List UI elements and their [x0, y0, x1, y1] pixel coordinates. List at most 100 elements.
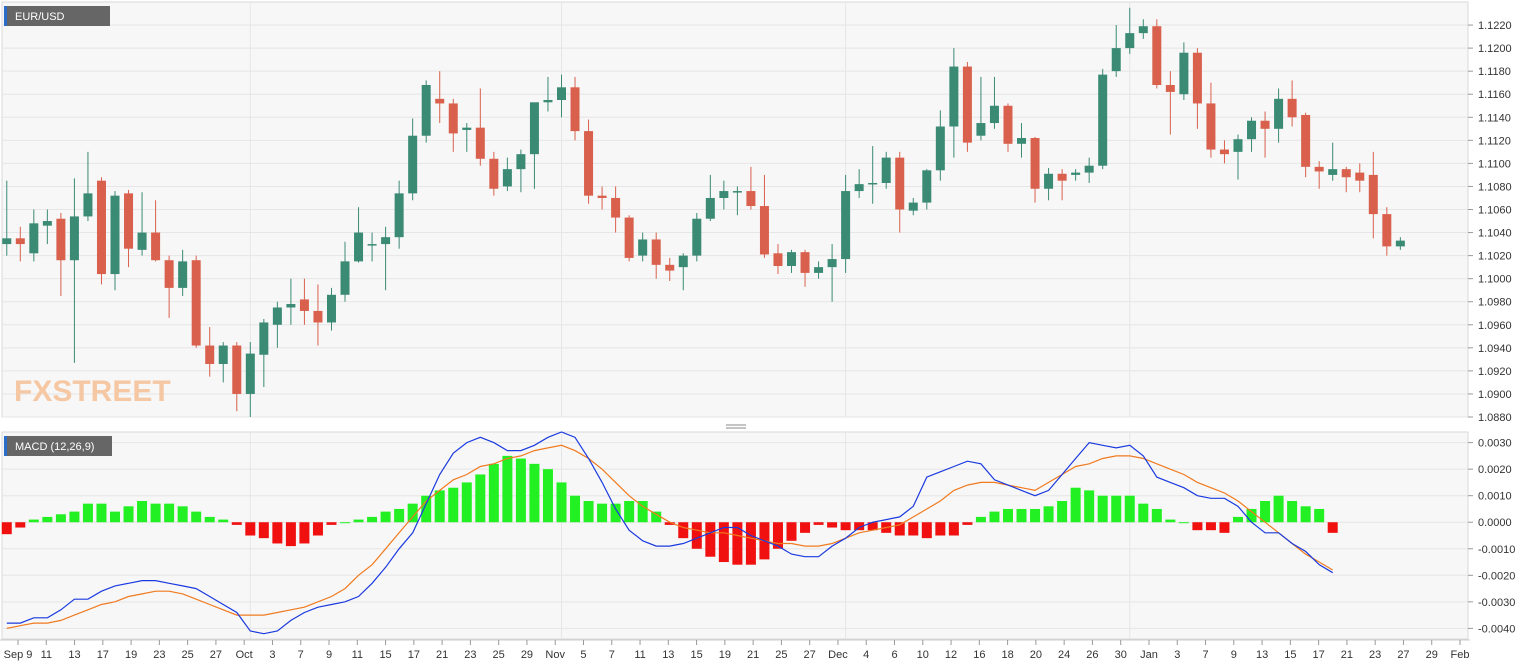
candle-body — [83, 193, 93, 217]
price-tick-label: 1.1080 — [1478, 181, 1512, 193]
histogram-bar — [1178, 522, 1189, 524]
candle — [15, 226, 25, 262]
histogram-bar — [204, 516, 215, 523]
candle — [1368, 151, 1378, 239]
price-grid — [2, 2, 1468, 418]
candle — [976, 76, 986, 141]
histogram-bar — [542, 469, 553, 523]
candle-body — [1260, 120, 1270, 129]
candle — [272, 301, 282, 348]
histogram-bar — [1, 522, 12, 535]
candle — [868, 146, 878, 204]
histogram-bar — [191, 511, 202, 523]
candle — [205, 327, 215, 377]
candle-body — [435, 98, 445, 104]
price-tick-label: 1.1180 — [1478, 66, 1511, 78]
x-tick-label: 3 — [269, 649, 275, 661]
candle — [624, 215, 634, 262]
candle-body — [624, 217, 634, 258]
candle — [746, 166, 756, 210]
x-tick-label: 21 — [1341, 649, 1353, 661]
candle-body — [1382, 214, 1392, 247]
candle-body — [1003, 105, 1013, 144]
candle-body — [1044, 173, 1054, 189]
candle-body — [69, 216, 79, 261]
price-tick-label: 1.1020 — [1478, 251, 1512, 263]
histogram-bar — [1260, 501, 1271, 523]
histogram-bar — [867, 522, 878, 531]
histogram-bar — [461, 482, 472, 523]
candle — [800, 249, 810, 287]
candle — [1152, 19, 1162, 89]
histogram-bar — [989, 511, 1000, 523]
candle-body — [1233, 139, 1243, 152]
candle-body — [1314, 166, 1324, 172]
candle-body — [1368, 174, 1378, 215]
candle — [56, 212, 66, 296]
histogram-bar — [1138, 503, 1149, 523]
candle-body — [868, 182, 878, 185]
candle — [1030, 136, 1040, 203]
x-tick-label: 20 — [1030, 649, 1042, 661]
candle-body — [976, 123, 986, 136]
candle-body — [1287, 98, 1297, 118]
candle-body — [1111, 48, 1121, 72]
candle — [665, 257, 675, 281]
price-tick-label: 1.1200 — [1478, 43, 1512, 55]
histogram-bar — [448, 487, 459, 523]
candle — [949, 48, 959, 158]
histogram-bar — [935, 522, 946, 536]
candle-body — [137, 232, 147, 250]
histogram-bar — [258, 522, 269, 539]
histogram-bar — [1030, 508, 1041, 523]
price-tick-label: 1.1140 — [1478, 112, 1511, 124]
candle — [29, 209, 39, 262]
histogram-bar — [1151, 508, 1162, 523]
candle — [42, 209, 52, 245]
histogram-bar — [1016, 508, 1027, 523]
candle — [191, 255, 201, 348]
histogram-bar — [1219, 522, 1230, 533]
histogram-bar — [637, 501, 648, 523]
histogram-bar — [1057, 501, 1068, 523]
x-tick-label: 27 — [1397, 649, 1409, 661]
candle-body — [96, 180, 106, 275]
x-tick-label: 13 — [68, 649, 80, 661]
x-tick-label: 15 — [690, 649, 702, 661]
candle — [299, 278, 309, 325]
macd-tick-label: -0.0010 — [1478, 544, 1515, 556]
candle-body — [543, 99, 553, 103]
candle — [1355, 163, 1365, 193]
candle-body — [218, 345, 228, 364]
histogram-bar — [570, 495, 581, 523]
candle — [1314, 161, 1324, 189]
panel-resize-handle[interactable] — [726, 424, 746, 429]
histogram-bar — [1205, 522, 1216, 531]
candle-body — [1152, 26, 1162, 85]
x-tick-label: 11 — [352, 649, 363, 661]
histogram-bar — [597, 503, 608, 523]
candle — [286, 278, 296, 325]
candle — [584, 119, 594, 204]
x-tick-label: 17 — [1313, 649, 1325, 661]
candle — [678, 253, 688, 291]
candle-body — [1301, 114, 1311, 167]
candle-body — [556, 87, 566, 100]
price-tick-label: 1.0880 — [1478, 412, 1512, 424]
candle-body — [1192, 52, 1202, 104]
candle-body — [286, 304, 296, 308]
candle-body — [962, 66, 972, 143]
histogram-bar — [326, 522, 337, 525]
histogram-bar — [732, 522, 743, 565]
candle-body — [759, 206, 769, 255]
candle — [110, 191, 120, 291]
x-tick-label: 19 — [125, 649, 137, 661]
candle — [421, 80, 431, 143]
x-tick-label: Oct — [236, 649, 253, 661]
candle — [1219, 140, 1229, 164]
candle-body — [881, 157, 891, 183]
candle-body — [1247, 120, 1257, 140]
x-tick-label: 23 — [153, 649, 165, 661]
candle — [475, 88, 485, 166]
